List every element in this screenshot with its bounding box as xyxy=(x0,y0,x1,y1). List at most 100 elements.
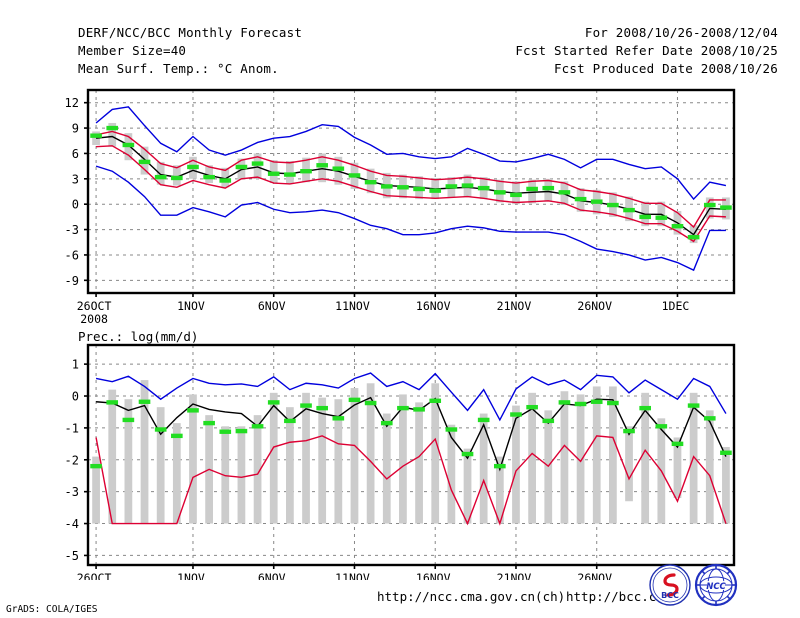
chart-header: DERF/NCC/BCC Monthly Forecast For 2008/1… xyxy=(78,24,778,78)
spread-bar xyxy=(156,161,165,185)
y-tick-label: -1 xyxy=(65,421,79,435)
median-marker xyxy=(607,202,619,208)
y-tick-label: 12 xyxy=(65,96,79,110)
bcc-logo: BCC xyxy=(648,563,692,607)
median-marker xyxy=(623,428,635,434)
ncc-url[interactable]: http://ncc.cma.gov.cn(ch) xyxy=(377,589,566,604)
median-marker xyxy=(510,412,522,417)
median-marker xyxy=(203,420,215,426)
spread-bar xyxy=(528,179,537,204)
spread-bar xyxy=(560,391,569,524)
y-tick-label: 0 xyxy=(72,198,79,212)
x-tick-label: 16NOV xyxy=(416,299,451,313)
median-marker xyxy=(171,433,183,439)
y-tick-label: 1 xyxy=(72,358,79,372)
y-tick-label: -4 xyxy=(65,517,79,531)
series-line-lower-envelope xyxy=(95,435,727,526)
median-marker xyxy=(90,463,102,469)
y-tick-label: -3 xyxy=(65,223,79,237)
spread-bar xyxy=(318,153,327,183)
spread-bar xyxy=(528,392,537,524)
median-marker xyxy=(590,199,603,204)
x-tick-label: 26NOV xyxy=(577,299,612,313)
spread-bar xyxy=(221,426,230,524)
spread-bar xyxy=(92,456,100,524)
median-marker xyxy=(171,175,183,181)
spread-bar xyxy=(334,399,343,524)
median-marker xyxy=(235,428,248,434)
spread-bar xyxy=(302,392,310,524)
header-line-2: Member Size=40 Fcst Started Refer Date 2… xyxy=(78,42,778,60)
median-marker xyxy=(494,190,506,195)
ncc-logo-text: NCC xyxy=(706,582,726,592)
y-tick-label: -2 xyxy=(65,453,79,467)
median-marker xyxy=(332,416,345,421)
median-marker xyxy=(558,190,571,195)
y-tick-label: -6 xyxy=(65,248,79,262)
x-tick-label: 26OCT xyxy=(77,299,112,313)
median-marker xyxy=(90,133,102,138)
spread-bar xyxy=(592,386,601,524)
median-marker xyxy=(655,215,668,220)
median-marker xyxy=(558,400,571,405)
spread-bar xyxy=(318,397,327,524)
median-marker xyxy=(703,416,716,421)
header-line-1: DERF/NCC/BCC Monthly Forecast For 2008/1… xyxy=(78,24,778,42)
spread-bar xyxy=(189,394,197,524)
spread-bar xyxy=(399,394,407,524)
series-line-lower-envelope xyxy=(95,165,726,272)
spread-bar xyxy=(673,437,682,499)
median-marker xyxy=(671,223,684,229)
spread-bar xyxy=(205,165,214,184)
x-tick-label: 1NOV xyxy=(177,299,205,313)
precipitation-title: Prec.: log(mm/d) xyxy=(78,329,199,344)
spread-bar xyxy=(625,426,633,502)
spread-bar xyxy=(512,405,520,524)
bcc-url[interactable]: http://bcc.c xyxy=(566,589,657,604)
median-marker xyxy=(235,164,248,170)
median-marker xyxy=(106,400,119,405)
header-produced-date: Fcst Produced Date 2008/10/26 xyxy=(553,61,778,76)
ncc-logo: NCC xyxy=(694,563,738,607)
spread-bar xyxy=(479,413,488,524)
median-marker xyxy=(477,417,490,423)
median-marker xyxy=(316,163,328,168)
median-marker xyxy=(397,185,409,190)
median-marker xyxy=(526,186,538,192)
header-line-3: Mean Surf. Temp.: °C Anom. Fcst Produced… xyxy=(78,60,778,78)
median-marker xyxy=(316,405,328,411)
spread-bar xyxy=(269,392,278,524)
header-start-date: Fcst Started Refer Date 2008/10/25 xyxy=(515,43,778,58)
y-tick-label: -3 xyxy=(65,485,79,499)
spread-bar xyxy=(253,415,262,524)
spread-bar xyxy=(415,402,423,524)
median-marker xyxy=(187,164,199,170)
median-marker xyxy=(607,400,619,406)
header-forecast-period: For 2008/10/26-2008/12/04 xyxy=(584,25,778,40)
median-marker xyxy=(445,184,458,189)
x-tick-label: 1NOV xyxy=(177,571,205,580)
median-marker xyxy=(154,427,167,432)
median-marker xyxy=(574,401,587,407)
spread-bar xyxy=(495,456,504,524)
series-line-lower-quartile xyxy=(96,145,726,243)
median-marker xyxy=(122,417,135,423)
bcc-logo-text: BCC xyxy=(661,591,679,600)
spread-bar xyxy=(108,122,117,147)
y-tick-label: 6 xyxy=(72,147,79,161)
median-marker xyxy=(703,202,716,208)
median-marker xyxy=(720,450,732,455)
median-marker xyxy=(413,407,425,412)
median-marker xyxy=(332,166,345,171)
median-marker xyxy=(251,424,264,429)
median-marker xyxy=(671,441,684,447)
median-marker xyxy=(687,403,700,408)
median-marker xyxy=(267,171,280,176)
series-line-ensemble-mean xyxy=(96,135,726,236)
grads-credit: GrADS: COLA/IGES xyxy=(6,604,98,615)
median-marker xyxy=(542,185,555,191)
median-marker xyxy=(251,161,264,166)
median-marker xyxy=(510,192,522,198)
y-tick-label: 0 xyxy=(72,390,79,404)
median-marker xyxy=(526,404,538,410)
